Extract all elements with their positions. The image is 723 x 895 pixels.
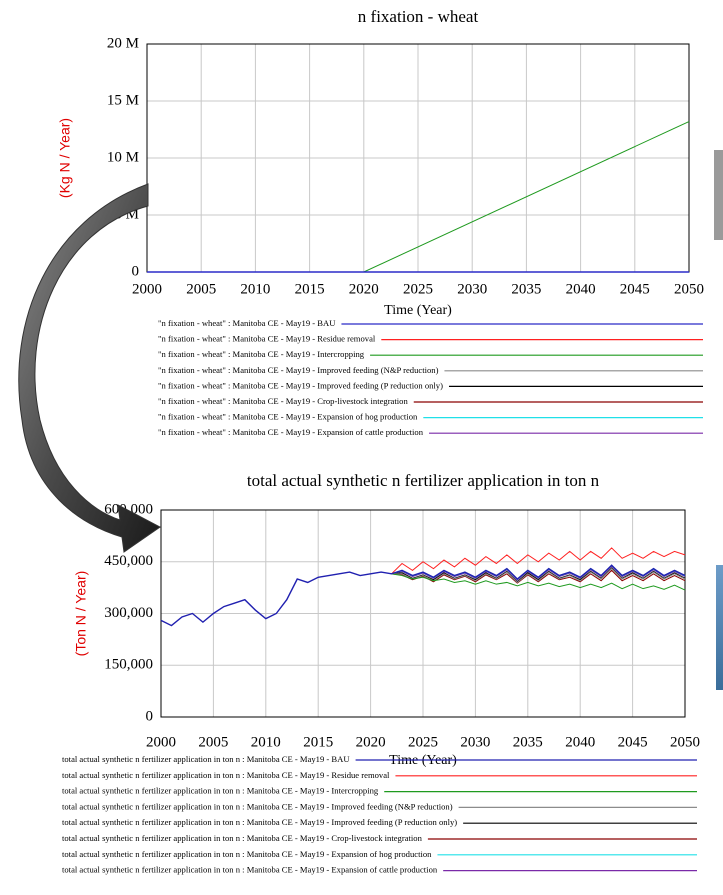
- y-axis-label: (Kg N / Year): [57, 118, 73, 198]
- y-tick-label: 150,000: [104, 657, 153, 673]
- legend-label: "n fixation - wheat" : Manitoba CE - May…: [158, 412, 418, 422]
- x-axis-label: Time (Year): [384, 303, 452, 318]
- legend-label: total actual synthetic n fertilizer appl…: [62, 786, 379, 796]
- legend-label: total actual synthetic n fertilizer appl…: [62, 817, 457, 827]
- x-tick-label: 2025: [408, 734, 438, 750]
- series-line: [391, 565, 686, 581]
- y-tick-label: 450,000: [104, 553, 153, 569]
- chart-title: total actual synthetic n fertilizer appl…: [247, 471, 600, 490]
- plot-frame: [160, 509, 686, 718]
- x-tick-label: 2015: [295, 281, 325, 297]
- legend-label: "n fixation - wheat" : Manitoba CE - May…: [158, 318, 336, 328]
- x-tick-label: 2005: [198, 734, 228, 750]
- legend-label: total actual synthetic n fertilizer appl…: [62, 770, 390, 780]
- legend-label: total actual synthetic n fertilizer appl…: [62, 865, 438, 875]
- x-tick-label: 2050: [674, 281, 704, 297]
- series-line: [160, 564, 686, 627]
- x-tick-label: 2040: [566, 281, 596, 297]
- legend-label: "n fixation - wheat" : Manitoba CE - May…: [158, 380, 443, 390]
- x-tick-label: 2010: [251, 734, 281, 750]
- legend-label: "n fixation - wheat" : Manitoba CE - May…: [158, 349, 365, 359]
- y-axis-label: (Ton N / Year): [73, 571, 89, 657]
- series-line: [391, 573, 686, 591]
- legend-label: "n fixation - wheat" : Manitoba CE - May…: [158, 427, 424, 437]
- x-tick-label: 2035: [513, 734, 543, 750]
- x-tick-label: 2050: [670, 734, 700, 750]
- series-line: [391, 567, 686, 584]
- y-tick-label: 600,000: [104, 501, 153, 517]
- x-tick-label: 2035: [511, 281, 541, 297]
- x-tick-label: 2015: [303, 734, 333, 750]
- legend-label: total actual synthetic n fertilizer appl…: [62, 754, 350, 764]
- x-tick-label: 2020: [349, 281, 379, 297]
- decorative-arrow: [18, 183, 161, 553]
- legend-label: total actual synthetic n fertilizer appl…: [62, 801, 453, 811]
- legend-label: "n fixation - wheat" : Manitoba CE - May…: [158, 365, 439, 375]
- x-tick-label: 2030: [457, 281, 487, 297]
- x-tick-label: 2025: [403, 281, 433, 297]
- y-tick-label: 0: [146, 708, 154, 724]
- x-axis-label: Time (Year): [389, 753, 457, 768]
- x-tick-label: 2010: [240, 281, 270, 297]
- legend-label: total actual synthetic n fertilizer appl…: [62, 849, 432, 859]
- x-tick-label: 2045: [620, 281, 650, 297]
- y-tick-label: 0: [132, 263, 140, 279]
- series-line: [391, 569, 686, 584]
- y-tick-label: 10 M: [107, 149, 139, 165]
- side-bar: [714, 150, 723, 240]
- y-tick-label: 300,000: [104, 605, 153, 621]
- x-tick-label: 2000: [146, 734, 176, 750]
- chart-title: n fixation - wheat: [358, 7, 479, 26]
- series-line: [391, 567, 686, 583]
- series-line: [391, 547, 686, 575]
- x-tick-label: 2020: [356, 734, 386, 750]
- legend-label: "n fixation - wheat" : Manitoba CE - May…: [158, 334, 376, 344]
- side-arrow: [716, 565, 723, 690]
- legend-label: total actual synthetic n fertilizer appl…: [62, 833, 423, 843]
- x-tick-label: 2005: [186, 281, 216, 297]
- x-tick-label: 2030: [460, 734, 490, 750]
- y-tick-label: 15 M: [107, 92, 139, 108]
- x-tick-label: 2040: [565, 734, 595, 750]
- legend-label: "n fixation - wheat" : Manitoba CE - May…: [158, 396, 408, 406]
- x-tick-label: 2045: [618, 734, 648, 750]
- x-tick-label: 2000: [132, 281, 162, 297]
- y-tick-label: 20 M: [107, 35, 139, 51]
